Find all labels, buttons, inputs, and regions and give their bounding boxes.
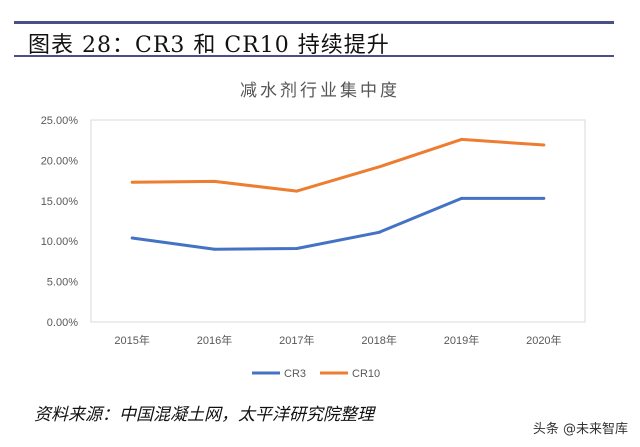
data-point <box>130 236 134 240</box>
series-line-cr3 <box>131 196 544 251</box>
data-point <box>295 189 299 193</box>
x-tick-label: 2020年 <box>526 333 561 347</box>
x-tick-label: 2018年 <box>361 333 396 347</box>
plot-area <box>90 119 586 323</box>
x-tick-label: 2015年 <box>114 333 149 347</box>
series-line-cr10 <box>132 137 544 193</box>
data-point <box>130 180 134 184</box>
data-point <box>377 230 381 234</box>
y-tick-label: 20.00% <box>41 155 79 167</box>
x-tick-label: 2016年 <box>197 333 232 347</box>
y-tick-label: 5.00% <box>47 277 78 289</box>
data-point <box>542 196 546 200</box>
chart-title: 减水剂行业集中度 <box>240 81 400 101</box>
y-tick-label: 25.00% <box>41 115 79 127</box>
source-note: 资料来源：中国混凝土网，太平洋研究院整理 <box>34 405 374 425</box>
x-tick-label: 2017年 <box>279 333 314 347</box>
data-point <box>213 179 216 183</box>
top-rule <box>14 21 614 24</box>
data-point <box>460 137 463 141</box>
figure-title: 图表 28：CR3 和 CR10 持续提升 <box>28 33 390 58</box>
data-point <box>542 143 546 147</box>
watermark: 头条 @未来智库 <box>532 422 628 437</box>
x-tick-label: 2019年 <box>444 333 479 347</box>
data-point <box>295 246 299 250</box>
y-tick-label: 15.00% <box>41 196 79 208</box>
data-point <box>213 247 216 251</box>
data-point <box>377 165 381 169</box>
data-point <box>460 196 463 200</box>
y-tick-label: 0.00% <box>47 317 78 329</box>
y-tick-label: 10.00% <box>41 236 79 248</box>
legend-label-cr3: CR3 <box>284 368 306 380</box>
bottom-rule <box>14 55 614 57</box>
legend-label-cr10: CR10 <box>352 368 380 380</box>
